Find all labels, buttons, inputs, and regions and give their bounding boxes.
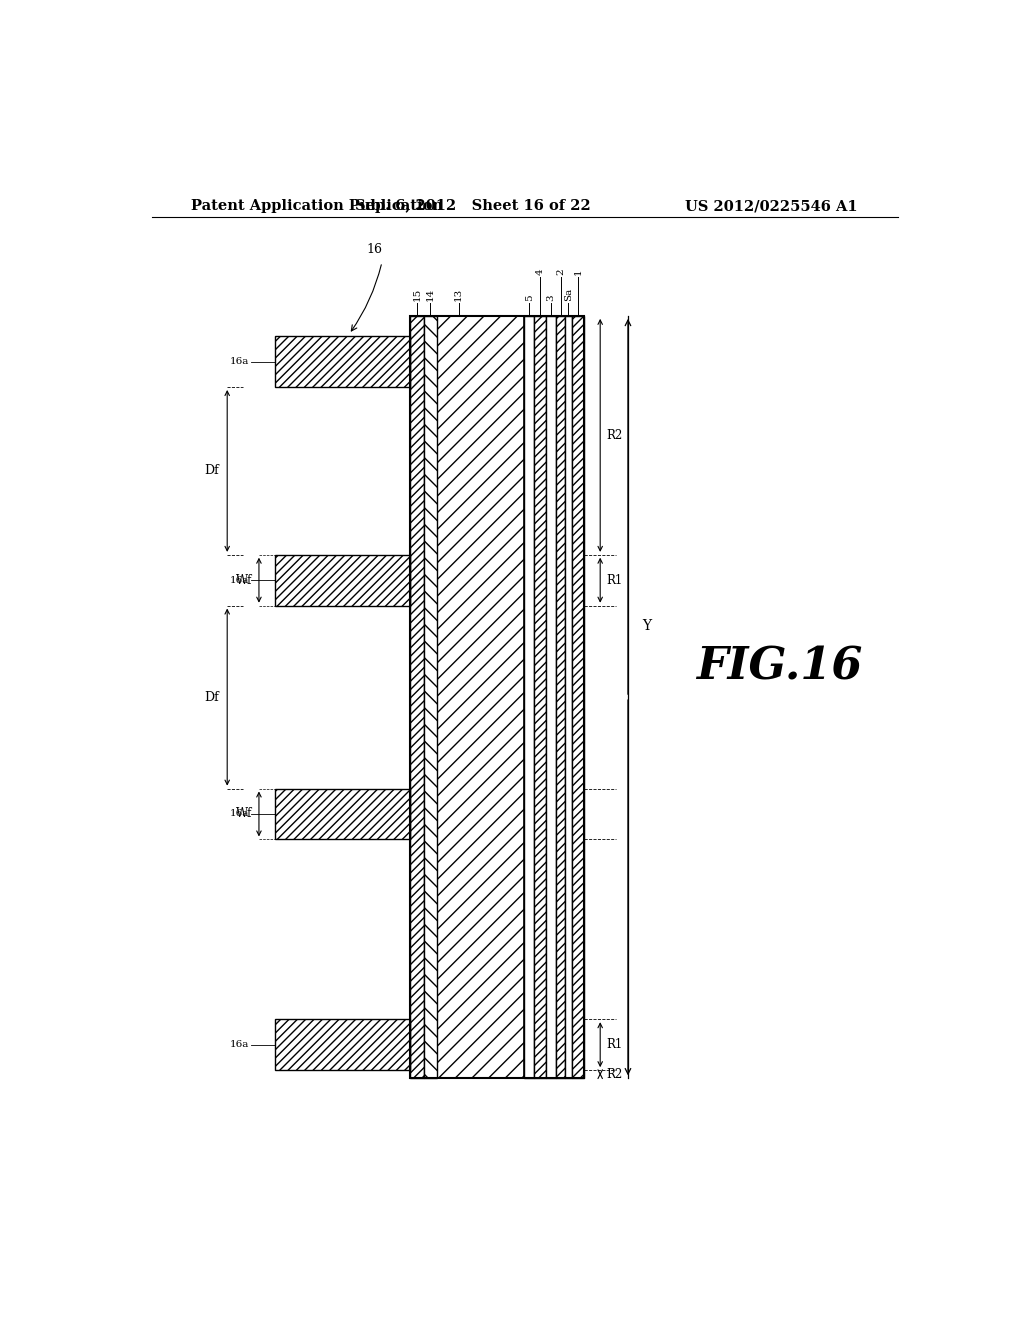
Text: Patent Application Publication: Patent Application Publication	[191, 199, 443, 213]
Bar	[410, 315, 424, 1078]
Text: 15: 15	[413, 288, 421, 301]
Text: Y: Y	[642, 619, 651, 634]
Bar	[436, 315, 524, 1078]
Text: R1: R1	[606, 574, 623, 586]
Text: R1: R1	[606, 1039, 623, 1051]
Text: Df: Df	[205, 465, 219, 478]
Text: Wf: Wf	[237, 574, 253, 586]
Text: 16: 16	[366, 243, 382, 256]
Text: R2: R2	[606, 1068, 623, 1081]
Text: US 2012/0225546 A1: US 2012/0225546 A1	[685, 199, 858, 213]
Bar	[424, 315, 436, 1078]
Bar	[565, 315, 571, 1078]
Text: Wf: Wf	[237, 808, 253, 821]
Text: 3: 3	[547, 294, 555, 301]
Text: 13: 13	[454, 288, 463, 301]
Text: R2: R2	[606, 429, 623, 442]
Text: 4: 4	[536, 269, 545, 276]
Text: 16a: 16a	[230, 576, 250, 585]
Text: FIG.16: FIG.16	[695, 645, 862, 688]
Bar	[571, 315, 585, 1078]
Bar	[274, 788, 410, 840]
Bar	[535, 315, 546, 1078]
Bar	[274, 554, 410, 606]
Bar	[556, 315, 565, 1078]
Text: Sa: Sa	[564, 288, 573, 301]
Text: Df: Df	[205, 690, 219, 704]
Text: 5: 5	[524, 294, 534, 301]
Text: Sep. 6, 2012   Sheet 16 of 22: Sep. 6, 2012 Sheet 16 of 22	[355, 199, 591, 213]
Bar	[546, 315, 556, 1078]
Text: 2: 2	[556, 269, 565, 276]
Bar	[410, 315, 585, 1078]
Text: 16a: 16a	[230, 1040, 250, 1049]
Text: 14: 14	[426, 288, 435, 301]
Text: 16a: 16a	[230, 809, 250, 818]
Text: 16a: 16a	[230, 358, 250, 366]
Text: 1: 1	[573, 269, 583, 276]
Bar	[274, 337, 410, 387]
Bar	[524, 315, 535, 1078]
Bar	[274, 1019, 410, 1071]
